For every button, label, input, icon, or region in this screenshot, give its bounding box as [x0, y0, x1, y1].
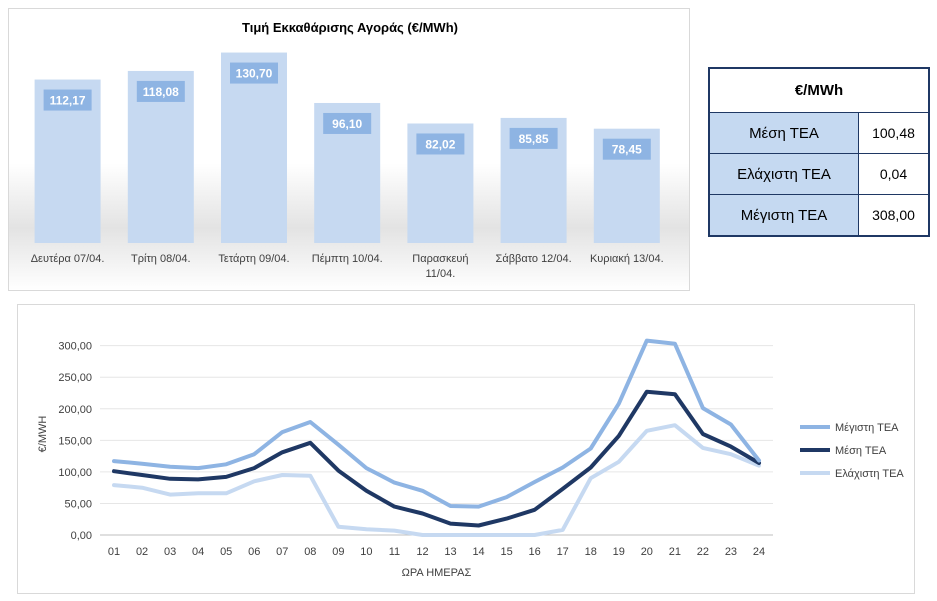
category-label: Δευτέρα 07/04. — [31, 253, 105, 265]
bar — [221, 52, 287, 244]
legend-label: Μέγιστη ΤΕΑ — [835, 422, 899, 434]
data-label: 118,08 — [143, 85, 179, 99]
price-stats-table: €/MWh Μέση ΤΕΑ 100,48 Ελάχιστη ΤΕΑ 0,04 … — [708, 67, 930, 237]
stats-row-label: Μέση ΤΕΑ — [708, 112, 859, 154]
line-chart-panel: 0,00 50,00 100,00 150,00 200,00 250,00 300,00 0… — [17, 304, 915, 594]
bar-chart-panel: Τιμή Εκκαθάρισης Αγοράς (€/MWh) 112,17 Δευ… — [8, 8, 690, 291]
stats-row-value: 308,00 — [858, 194, 930, 237]
x-tick-label: 23 — [725, 546, 737, 558]
x-tick-label: 18 — [585, 546, 597, 558]
category-label: Κυριακή 13/04. — [590, 253, 664, 265]
x-tick-label: 22 — [697, 546, 709, 558]
y-tick-label: 50,00 — [64, 498, 92, 510]
y-tick-label: 300,00 — [58, 341, 92, 353]
x-tick-label: 03 — [164, 546, 176, 558]
stats-row-label: Μέγιστη ΤΕΑ — [708, 194, 859, 237]
x-tick-label: 06 — [248, 546, 260, 558]
y-tick-label: 100,00 — [58, 467, 92, 479]
data-label: 112,17 — [50, 94, 86, 108]
data-label: 85,85 — [519, 132, 549, 146]
data-label-background — [416, 133, 465, 155]
x-tick-label: 17 — [557, 546, 569, 558]
legend-label: Μέση ΤΕΑ — [835, 445, 887, 457]
data-label-background — [323, 112, 372, 134]
x-tick-label: 15 — [500, 546, 512, 558]
series-line — [112, 338, 761, 509]
x-tick-label: 05 — [220, 546, 232, 558]
data-label-background — [509, 127, 558, 149]
x-tick-label: 11 — [389, 546, 400, 558]
category-label: Τετάρτη 09/04. — [218, 253, 289, 265]
data-label: 130,70 — [236, 67, 273, 81]
line-chart: 0,00 50,00 100,00 150,00 200,00 250,00 300,00 0… — [37, 338, 904, 579]
x-tick-label: 04 — [192, 546, 204, 558]
stats-table-row: Μέση ΤΕΑ 100,48 — [708, 112, 930, 154]
y-tick-label: 200,00 — [58, 404, 92, 416]
category-label: Παρασκευή — [412, 253, 468, 265]
stats-table-row: Μέγιστη ΤΕΑ 308,00 — [708, 194, 930, 237]
x-tick-label: 07 — [276, 546, 288, 558]
x-tick-label: 13 — [444, 546, 456, 558]
x-tick-label: 01 — [108, 546, 120, 558]
series-line — [112, 423, 761, 537]
category-label: Σάββατο 12/04. — [496, 253, 572, 265]
y-tick-label: 0,00 — [71, 530, 92, 542]
chart-title-background — [220, 15, 480, 39]
x-tick-label: 19 — [613, 546, 625, 558]
data-label: 82,02 — [425, 137, 455, 151]
x-tick-label: 16 — [529, 546, 541, 558]
x-tick-label: 20 — [641, 546, 653, 558]
category-label: 11/04. — [426, 268, 456, 280]
x-tick-label: 12 — [416, 546, 428, 558]
x-tick-label: 09 — [332, 546, 344, 558]
data-label-background — [43, 89, 92, 111]
y-axis-title: €/MWH — [37, 416, 49, 453]
x-tick-label: 24 — [753, 546, 765, 558]
category-label: Πέμπτη 10/04. — [312, 253, 383, 265]
data-label-background — [602, 138, 651, 160]
stats-table-header: €/MWh — [708, 67, 930, 113]
x-tick-label: 14 — [472, 546, 484, 558]
bar-chart: Τιμή Εκκαθάρισης Αγοράς (€/MWh) 112,17 Δευ… — [31, 15, 664, 280]
series-line — [112, 389, 761, 528]
x-tick-label: 10 — [360, 546, 372, 558]
y-tick-label: 250,00 — [58, 372, 92, 384]
x-tick-label: 08 — [304, 546, 316, 558]
stats-table-row: Ελάχιστη ΤΕΑ 0,04 — [708, 153, 930, 195]
stats-row-value: 0,04 — [858, 153, 930, 195]
x-tick-label: 02 — [136, 546, 148, 558]
data-label: 96,10 — [332, 117, 362, 131]
data-label: 78,45 — [612, 143, 642, 157]
stats-row-value: 100,48 — [858, 112, 930, 154]
x-tick-label: 21 — [669, 546, 681, 558]
legend-label: Ελάχιστη ΤΕΑ — [835, 468, 904, 480]
category-label: Τρίτη 08/04. — [131, 253, 191, 265]
y-tick-label: 150,00 — [58, 435, 92, 447]
stats-table-header-row: €/MWh — [708, 67, 930, 113]
data-label-background — [136, 80, 185, 102]
chart-title: Τιμή Εκκαθάρισης Αγοράς (€/MWh) — [242, 20, 458, 35]
stats-row-label: Ελάχιστη ΤΕΑ — [708, 153, 859, 195]
data-label-background — [230, 62, 278, 84]
x-axis-title: ΩΡΑ ΗΜΕΡΑΣ — [402, 567, 472, 579]
